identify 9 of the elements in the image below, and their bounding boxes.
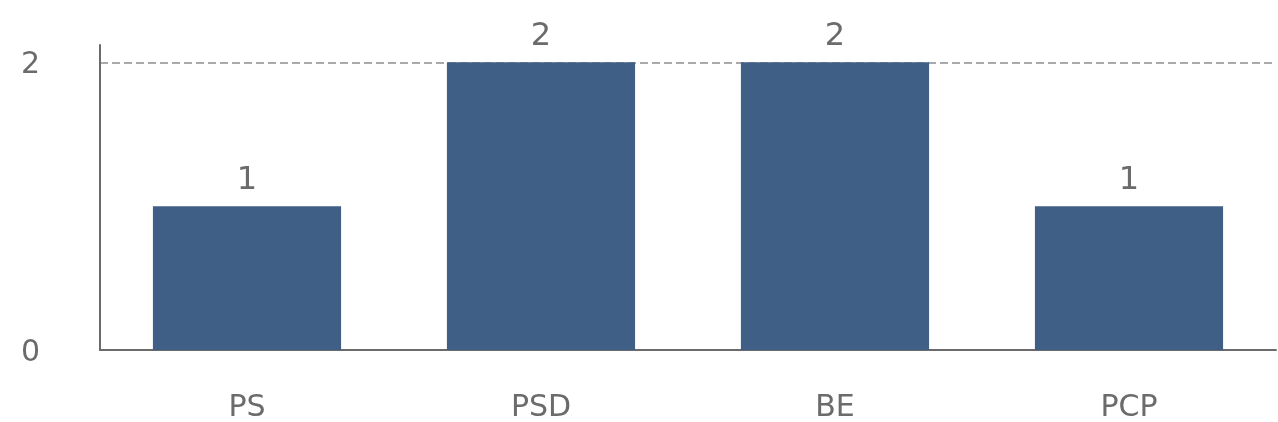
data-label: 1 [236, 159, 258, 198]
x-tick-label: BE [815, 387, 855, 422]
x-tick-label: PSD [510, 387, 572, 422]
data-label: 2 [530, 15, 552, 54]
data-label: 1 [1118, 159, 1140, 198]
x-tick-label: PCP [1100, 387, 1158, 422]
x-tick-label: PS [228, 387, 266, 422]
y-tick-label: 0 [20, 332, 40, 368]
data-label: 2 [824, 15, 846, 54]
